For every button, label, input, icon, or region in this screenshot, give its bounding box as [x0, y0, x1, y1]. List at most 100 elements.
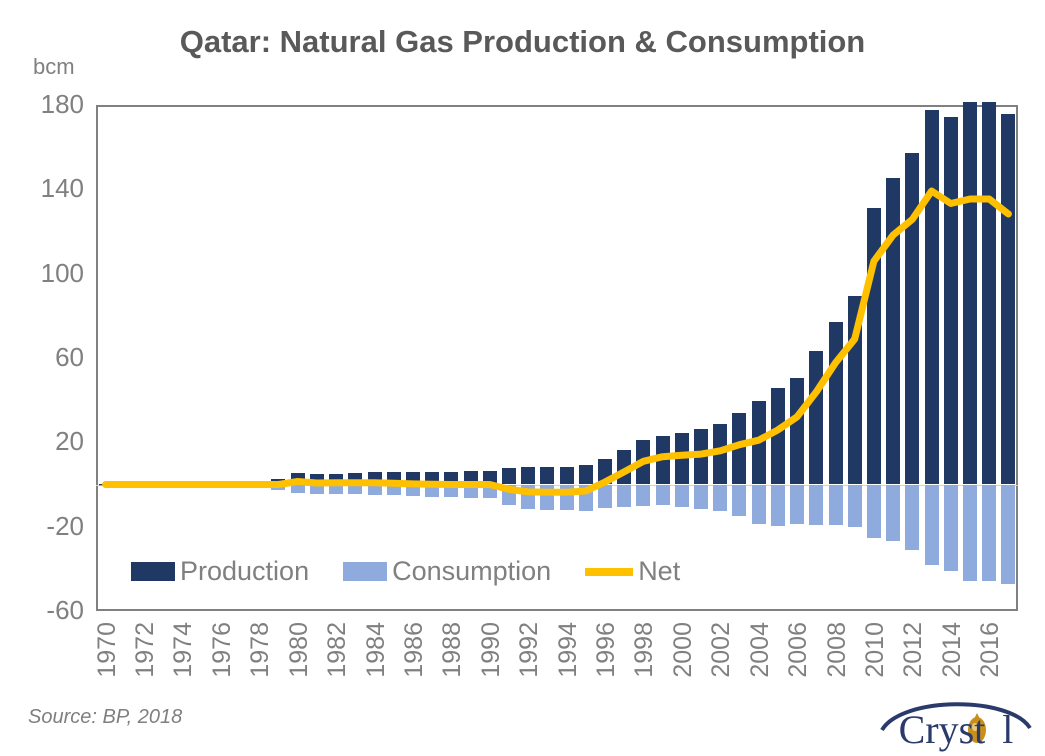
bar-consumption [405, 484, 420, 497]
bar-consumption [329, 484, 344, 494]
x-tick-label: 1982 [323, 622, 352, 678]
x-tick-label: 1986 [399, 622, 428, 678]
bar-production [828, 322, 843, 485]
logo-word-head: Cryst [898, 707, 986, 752]
legend-label-production: Production [180, 556, 310, 586]
bar-production [348, 473, 363, 485]
bar-production [655, 436, 670, 485]
legend-swatch-consumption [343, 562, 388, 581]
y-tick-label: 100 [40, 257, 84, 288]
bar-production [482, 471, 497, 485]
bar-consumption [463, 484, 478, 498]
bar-consumption [694, 484, 709, 510]
bar-production [770, 387, 785, 485]
x-tick-label: 2016 [976, 622, 1005, 678]
bar-consumption [655, 484, 670, 506]
bar-consumption [578, 484, 593, 511]
bar-consumption [924, 484, 939, 566]
x-tick-label: 1976 [207, 622, 236, 678]
bar-production [598, 458, 613, 485]
bar-consumption [444, 484, 459, 498]
logo-arc-icon [880, 702, 1032, 743]
bar-consumption [233, 484, 248, 488]
bar-production [617, 449, 632, 485]
bar-production [309, 473, 324, 485]
x-tick-label: 1974 [169, 622, 198, 678]
bar-consumption [290, 484, 305, 494]
bar-production [463, 471, 478, 485]
x-tick-label: 1994 [553, 622, 582, 678]
bar-consumption [98, 484, 113, 486]
bar-consumption [732, 484, 747, 516]
bar-consumption [559, 484, 574, 511]
bar-production [905, 153, 920, 485]
legend-item-consumption[interactable]: Consumption [343, 556, 585, 587]
bar-production [982, 102, 997, 485]
bar-consumption [886, 484, 901, 542]
bar-consumption [386, 484, 401, 496]
bar-production [866, 207, 881, 485]
bar-consumption [194, 484, 209, 487]
y-tick-label: -20 [46, 510, 84, 541]
bar-consumption [982, 484, 997, 582]
bar-consumption [367, 484, 382, 496]
bar-consumption [482, 484, 497, 498]
x-tick-label: 2010 [860, 622, 889, 678]
bar-consumption [598, 484, 613, 508]
bar-production [290, 472, 305, 485]
plot-area-frame [96, 105, 1018, 611]
bar-consumption [425, 484, 440, 497]
bar-consumption [674, 484, 689, 507]
bar-production [578, 464, 593, 485]
x-tick-label: 2006 [784, 622, 813, 678]
bar-consumption [866, 484, 881, 538]
y-axis-unit-label: bcm [33, 54, 75, 79]
x-tick-label: 2004 [745, 622, 774, 678]
bar-consumption [617, 484, 632, 507]
bar-consumption [540, 484, 555, 510]
x-tick-label: 2000 [668, 622, 697, 678]
legend-item-production[interactable]: Production [131, 556, 343, 587]
bar-consumption [828, 484, 843, 526]
bar-consumption [117, 484, 132, 486]
bar-production [847, 296, 862, 485]
bar-production [809, 351, 824, 485]
bar-consumption [1001, 484, 1016, 585]
bar-consumption [809, 484, 824, 526]
x-tick-label: 1996 [592, 622, 621, 678]
bar-consumption [137, 484, 152, 486]
x-tick-label: 1990 [476, 622, 505, 678]
x-tick-label: 1998 [630, 622, 659, 678]
bar-production [1001, 114, 1016, 485]
bar-production [559, 466, 574, 485]
bar-consumption [943, 484, 958, 571]
bar-production [405, 472, 420, 485]
bar-production [962, 102, 977, 485]
bar-consumption [271, 484, 286, 490]
bar-production [924, 110, 939, 485]
bar-production [674, 433, 689, 485]
source-note: Source: BP, 2018 [28, 706, 183, 728]
bar-consumption [751, 484, 766, 524]
bar-production [540, 467, 555, 485]
legend-swatch-production [131, 562, 175, 581]
y-tick-label: 20 [55, 426, 84, 457]
x-tick-label: 1992 [515, 622, 544, 678]
y-tick-label: -60 [46, 595, 84, 625]
bar-production [521, 467, 536, 485]
x-tick-label: 1980 [284, 622, 313, 678]
bar-production [732, 413, 747, 485]
legend-item-net[interactable]: Net [585, 556, 714, 587]
bar-production [425, 471, 440, 485]
bar-consumption [521, 484, 536, 509]
bar-production [790, 377, 805, 485]
chart-legend: Production Consumption Net [131, 556, 714, 587]
bar-consumption [175, 484, 190, 487]
bar-consumption [770, 484, 785, 527]
bar-production [694, 429, 709, 485]
x-tick-label: 1978 [246, 622, 275, 678]
x-tick-label: 2002 [707, 622, 736, 678]
legend-line-net [585, 567, 634, 576]
bar-consumption [847, 484, 862, 528]
legend-label-consumption: Consumption [392, 556, 552, 586]
